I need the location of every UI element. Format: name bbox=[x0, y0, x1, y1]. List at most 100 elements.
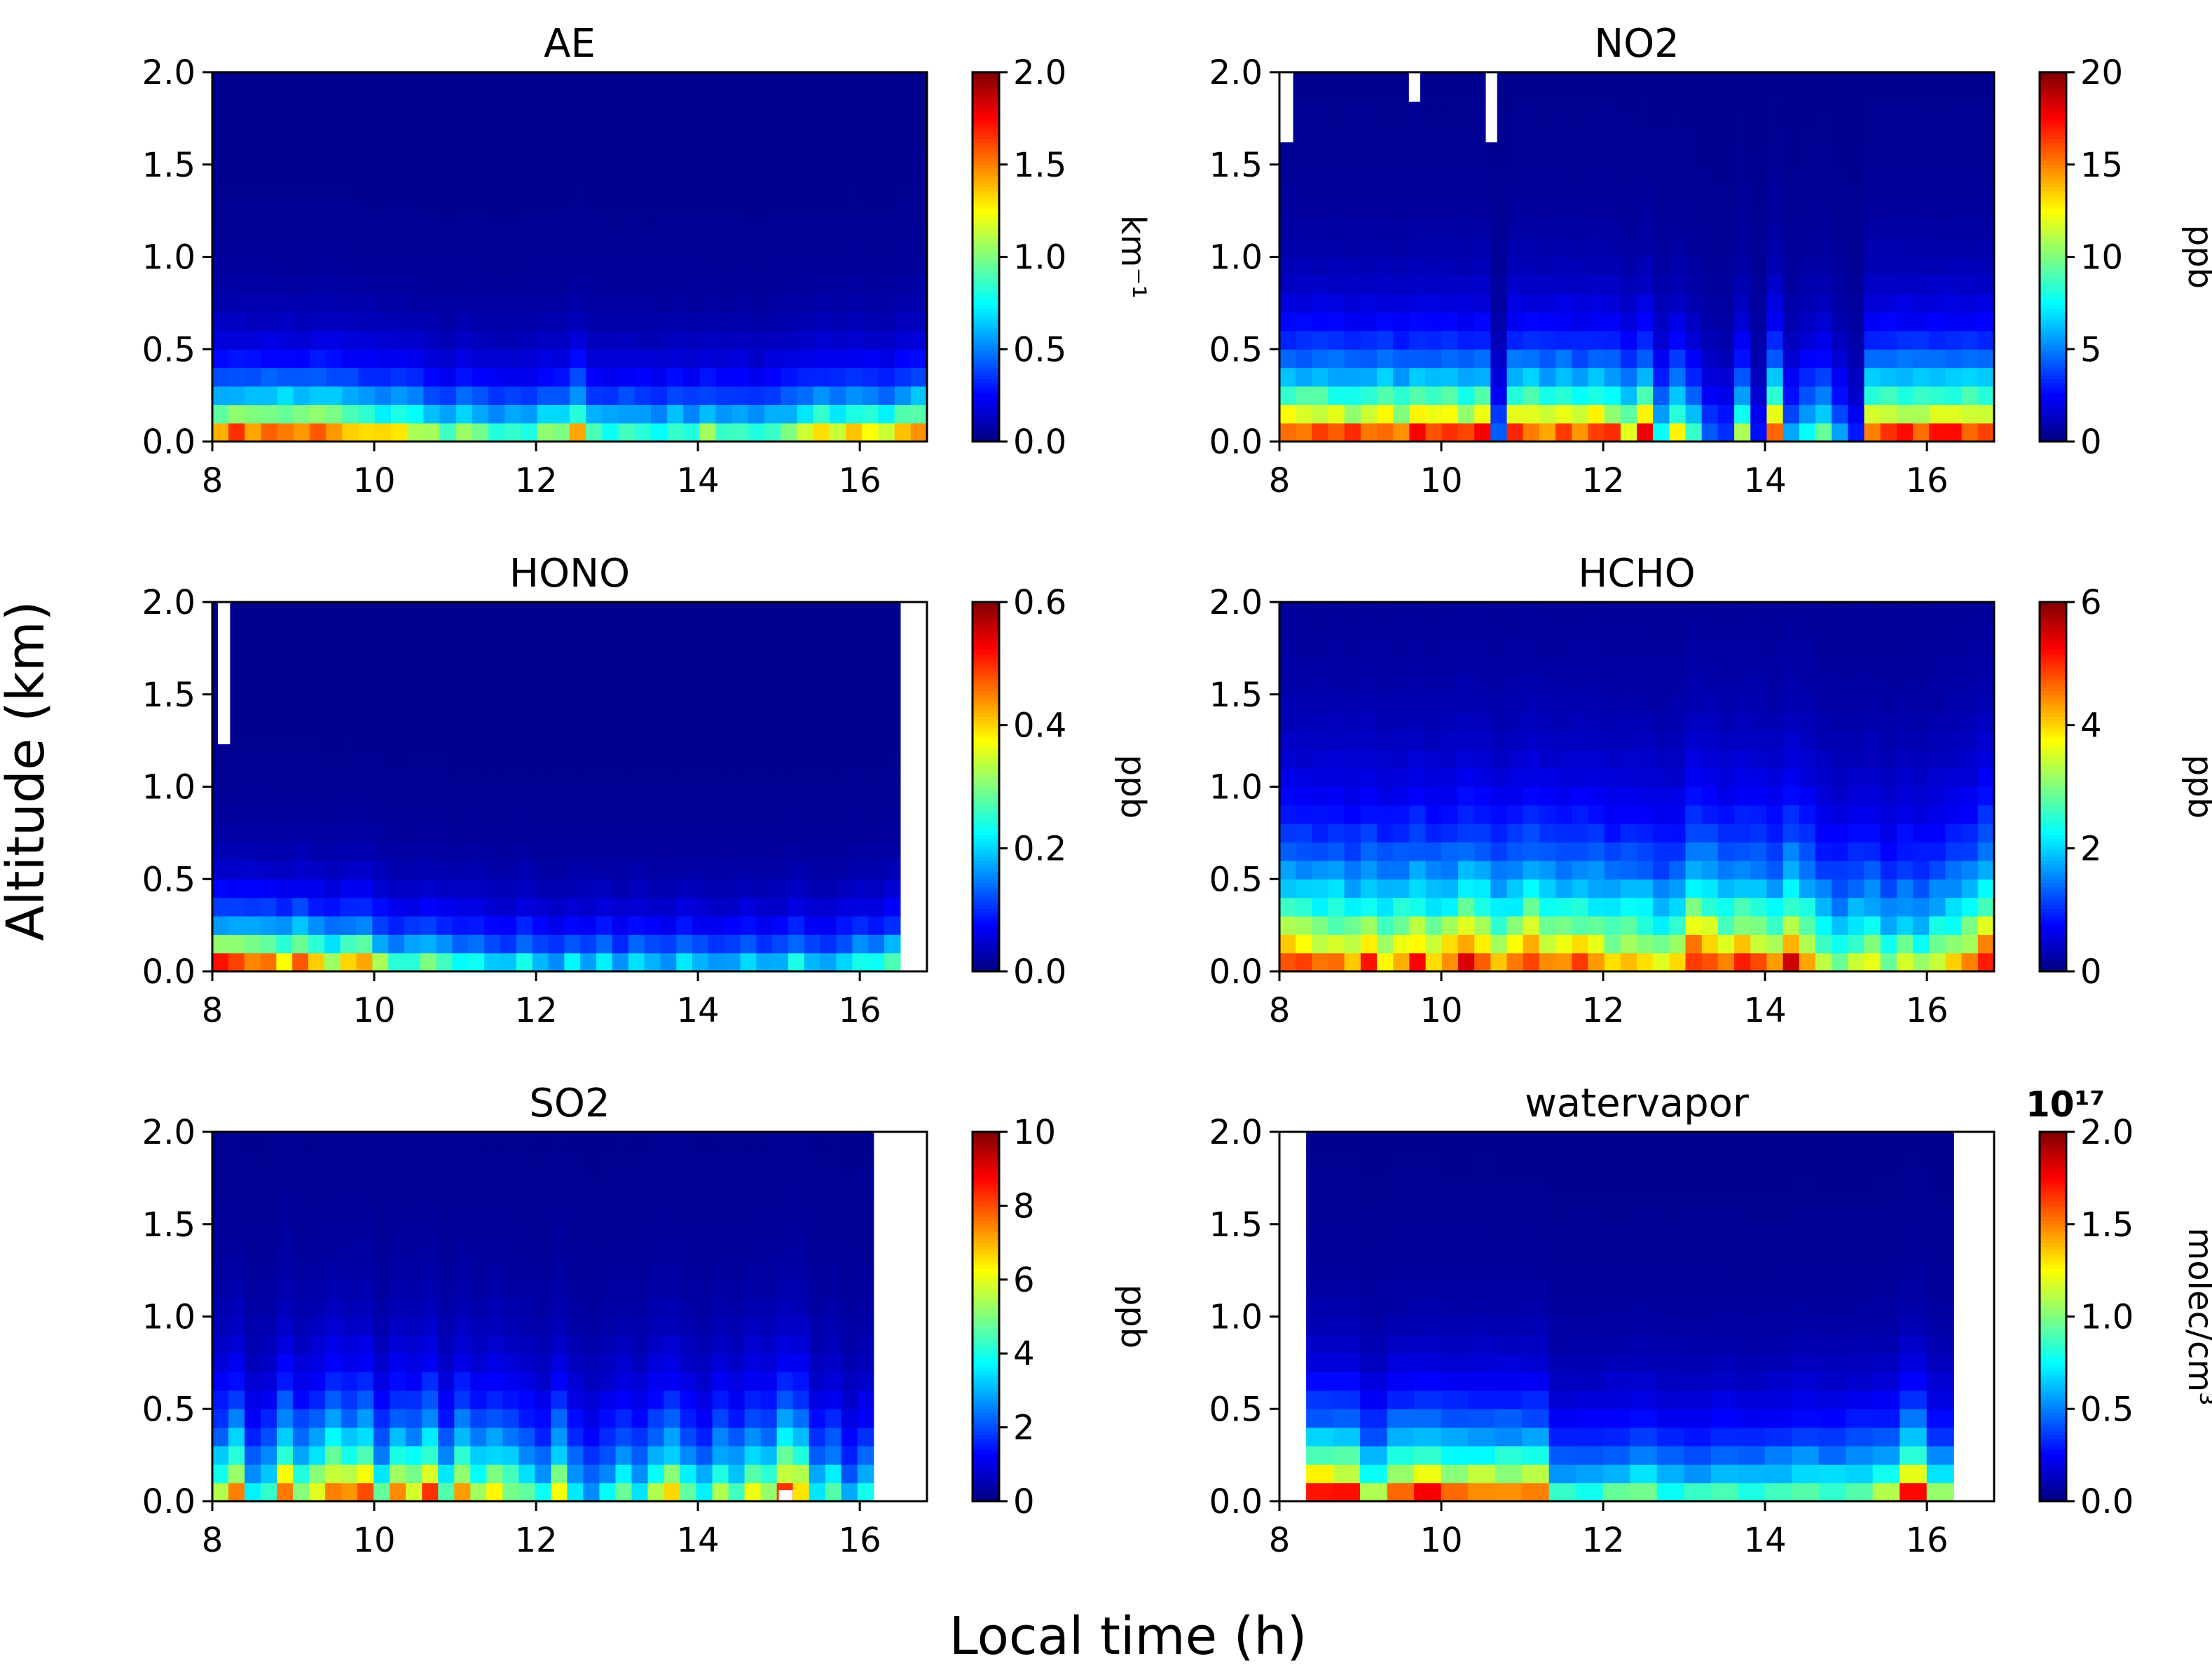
heatmap-cell bbox=[813, 146, 830, 165]
heatmap-cell bbox=[1929, 731, 1946, 751]
heatmap-cell bbox=[1637, 72, 1654, 91]
heatmap-cell bbox=[373, 1316, 390, 1336]
colorbar-step bbox=[2040, 742, 2066, 747]
heatmap-cell bbox=[472, 72, 489, 91]
heatmap-cell bbox=[724, 713, 741, 732]
colorbar-step bbox=[973, 894, 999, 898]
colorbar-step bbox=[2040, 897, 2066, 902]
heatmap-cell bbox=[696, 1464, 713, 1484]
heatmap-cell bbox=[504, 275, 522, 294]
heatmap-cell bbox=[488, 330, 505, 350]
heatmap-cell bbox=[570, 128, 586, 146]
heatmap-cell bbox=[1296, 349, 1312, 369]
heatmap-cell bbox=[212, 128, 229, 146]
colorbar-step bbox=[2040, 279, 2066, 283]
heatmap-cell bbox=[724, 897, 741, 917]
heatmap-cell bbox=[1799, 879, 1816, 898]
heatmap-cell bbox=[1588, 694, 1605, 713]
heatmap-cell bbox=[1766, 805, 1784, 824]
heatmap-cell bbox=[1441, 731, 1459, 751]
colorbar-step bbox=[973, 212, 999, 217]
colorbar-tick-label: 6 bbox=[2080, 583, 2102, 622]
heatmap-cell bbox=[438, 1298, 455, 1318]
heatmap-cell bbox=[1782, 713, 1800, 732]
heatmap-cell bbox=[212, 1445, 229, 1465]
heatmap-cell bbox=[712, 1168, 729, 1188]
heatmap-cell bbox=[261, 257, 278, 276]
heatmap-cell bbox=[884, 897, 901, 917]
heatmap-cell bbox=[1458, 602, 1475, 621]
heatmap-cell bbox=[1929, 823, 1946, 843]
heatmap-cell bbox=[564, 934, 581, 954]
heatmap-cell bbox=[1701, 164, 1719, 184]
heatmap-cell bbox=[680, 1372, 697, 1391]
colorbar-step bbox=[973, 713, 999, 717]
heatmap-cell bbox=[357, 1132, 374, 1151]
heatmap-cell bbox=[1961, 768, 1979, 788]
heatmap-cell bbox=[1539, 934, 1556, 954]
heatmap-cell bbox=[1799, 257, 1816, 276]
colorbar-step bbox=[973, 830, 999, 835]
heatmap-cell bbox=[1961, 657, 1979, 676]
heatmap-cell bbox=[644, 676, 661, 695]
heatmap-cell bbox=[488, 146, 505, 165]
heatmap-cell bbox=[857, 1279, 874, 1299]
heatmap-cell bbox=[439, 183, 457, 203]
heatmap-cell bbox=[699, 219, 717, 239]
heatmap-cell bbox=[293, 367, 310, 387]
heatmap-cell bbox=[341, 1334, 358, 1354]
heatmap-cell bbox=[852, 694, 869, 713]
colorbar-step bbox=[973, 79, 999, 84]
colorbar-step bbox=[973, 312, 999, 317]
heatmap-cell bbox=[468, 842, 485, 861]
heatmap-cell bbox=[1555, 952, 1572, 972]
heatmap-cell bbox=[724, 915, 741, 935]
heatmap-cell bbox=[1766, 275, 1784, 294]
heatmap-cell bbox=[728, 1482, 746, 1502]
heatmap-cell bbox=[516, 768, 533, 788]
heatmap-cell bbox=[356, 731, 373, 751]
heatmap-cell bbox=[628, 842, 645, 861]
heatmap-cell bbox=[1750, 330, 1768, 350]
heatmap-cell bbox=[1637, 90, 1654, 110]
heatmap-cell bbox=[1279, 602, 1296, 621]
heatmap-cell bbox=[228, 330, 245, 350]
heatmap-cell bbox=[1296, 275, 1312, 294]
heatmap-cell bbox=[1604, 423, 1621, 442]
heatmap-cell bbox=[1637, 423, 1654, 442]
heatmap-cell bbox=[615, 1168, 633, 1188]
heatmap-cell bbox=[454, 1224, 471, 1243]
heatmap-cell bbox=[664, 1261, 681, 1280]
colorbar-step bbox=[973, 282, 999, 287]
heatmap-cell bbox=[518, 1132, 535, 1151]
heatmap-cell bbox=[813, 349, 830, 369]
heatmap-cell bbox=[857, 1372, 874, 1391]
heatmap-cell bbox=[277, 385, 294, 405]
heatmap-cell bbox=[1977, 749, 1995, 769]
colorbar-tick-label: 20 bbox=[2080, 53, 2123, 93]
colorbar-step bbox=[973, 423, 999, 428]
heatmap-cell bbox=[1734, 164, 1751, 184]
heatmap-cell bbox=[1344, 934, 1361, 954]
heatmap-cell bbox=[692, 638, 709, 658]
heatmap-cell bbox=[857, 1427, 874, 1447]
colorbar-step bbox=[973, 90, 999, 95]
heatmap-cell bbox=[567, 1409, 584, 1428]
colorbar-step bbox=[973, 915, 999, 920]
y-tick-label: 0.5 bbox=[1209, 330, 1263, 369]
heatmap-cell bbox=[1766, 786, 1784, 806]
colorbar-step bbox=[973, 819, 999, 824]
heatmap-cell bbox=[602, 90, 619, 110]
heatmap-cell bbox=[228, 1427, 245, 1447]
heatmap-cell bbox=[602, 72, 619, 91]
heatmap-cell bbox=[532, 952, 549, 972]
heatmap-cell bbox=[521, 146, 538, 165]
colorbar-frame bbox=[971, 1130, 1001, 1503]
heatmap-cell bbox=[1425, 823, 1443, 843]
heatmap-cell bbox=[1896, 164, 1914, 184]
colorbar-step bbox=[2040, 798, 2066, 802]
heatmap-cell bbox=[1669, 183, 1687, 203]
heatmap-cell bbox=[1441, 823, 1459, 843]
heatmap-cell bbox=[599, 1316, 617, 1336]
heatmap-cell bbox=[537, 183, 554, 203]
